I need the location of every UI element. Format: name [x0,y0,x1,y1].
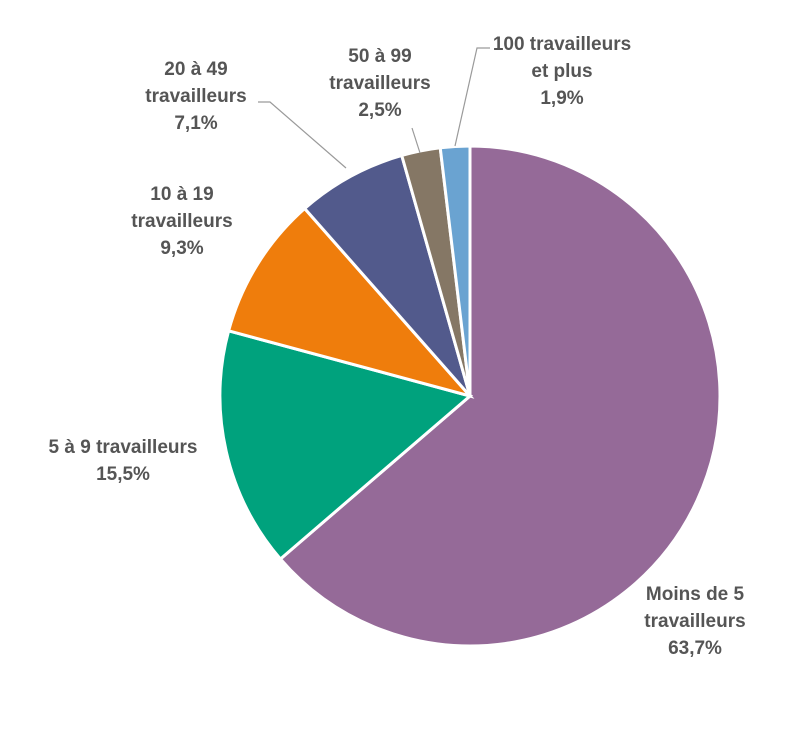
data-label-line: 10 à 19 [150,184,213,205]
data-label-line: 15,5% [96,464,150,485]
data-label-line: 20 à 49 [164,59,227,80]
pie-slice-moins-de-5-travailleurs [278,144,722,648]
pie-slice-5-a-9-travailleurs [218,328,474,562]
data-label-10-a-19-travailleurs: 10 à 19 travailleurs 9,3% [131,184,232,259]
data-label-line: travailleurs [644,611,745,632]
data-label-line: 63,7% [668,638,722,659]
data-label-line: et plus [531,61,592,82]
labels-layer: Moins de 5 travailleurs 63,7% 5 à 9 travail… [49,34,746,659]
pie-slice-10-a-19-travailleurs [226,206,475,399]
data-label-20-a-49-travailleurs: 20 à 49 travailleurs 7,1% [145,59,246,134]
data-label-line: 2,5% [358,100,401,121]
data-label-line: travailleurs [131,211,232,232]
leader-line-100-travailleurs-et-plus [454,47,490,147]
data-label-line: travailleurs [145,86,246,107]
data-label-line: 7,1% [174,113,217,134]
data-label-line: travailleurs [329,73,430,94]
data-label-line: 100 travailleurs [493,34,631,55]
data-label-moins-de-5-travailleurs: Moins de 5 travailleurs 63,7% [644,584,745,659]
data-label-line: 5 à 9 travailleurs [49,437,198,458]
data-label-5-a-9-travailleurs: 5 à 9 travailleurs 15,5% [49,437,198,485]
leader-line-50-a-99-travailleurs [411,127,421,154]
leader-line-20-a-49-travailleurs [258,101,347,169]
leader-lines-layer [258,47,490,169]
data-label-line: 9,3% [160,238,203,259]
slices-layer [218,144,722,648]
data-label-line: 1,9% [540,88,583,109]
data-label-line: 50 à 99 [348,46,411,67]
pie-slice-20-a-49-travailleurs [302,153,472,397]
data-label-line: Moins de 5 [646,584,745,605]
pie-slice-100-travailleurs-et-plus [438,144,472,397]
data-label-50-a-99-travailleurs: 50 à 99 travailleurs 2,5% [329,46,430,121]
data-label-100-travailleurs-et-plus: 100 travailleurs et plus 1,9% [493,34,631,109]
